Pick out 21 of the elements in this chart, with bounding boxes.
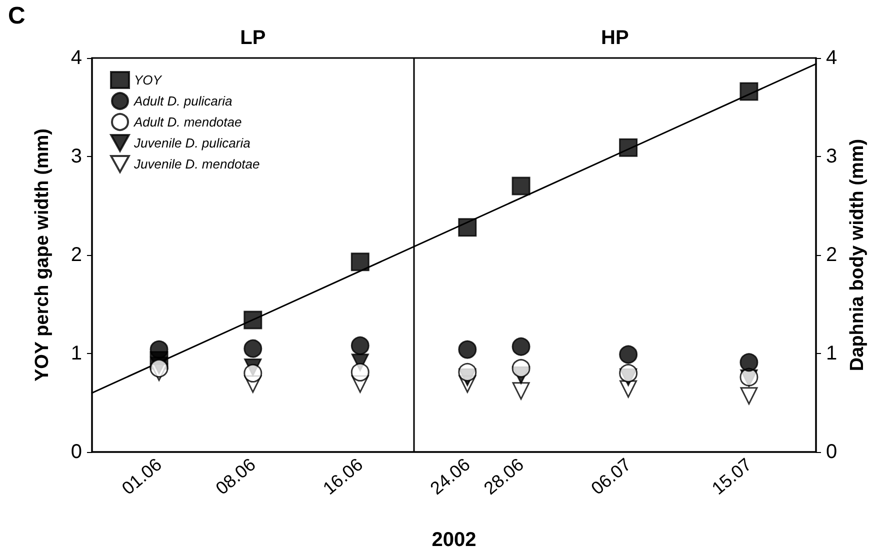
text: HP [600,27,629,49]
legend-label: Adult D. mendotae [133,114,242,130]
text: LP [240,27,266,49]
text: C [8,2,26,30]
x-axis-title: 2002 [432,529,476,550]
y2-tick-label: 0 [826,441,838,463]
y2-axis-title: Daphnia body width (mm) [847,138,868,372]
y-tick-label: 3 [70,146,82,168]
legend-label: YOY [134,72,163,88]
y2-tick-label: 2 [826,244,838,266]
y2-tick-label: 3 [826,146,838,168]
y2-tick-label: 1 [826,342,838,364]
legend-label: Adult D. pulicaria [133,94,232,108]
legend-label: Juvenile D. mendotae [133,156,260,172]
y-tick-label: 4 [70,47,82,69]
y-tick-label: 1 [70,342,82,364]
legend-label: Juvenile D. pulicaria [133,136,250,150]
y-tick-label: 0 [70,441,82,463]
y-tick-label: 2 [70,244,82,266]
y-axis-title: YOY perch gape width (mm) [32,128,53,382]
y2-tick-label: 4 [826,47,838,69]
